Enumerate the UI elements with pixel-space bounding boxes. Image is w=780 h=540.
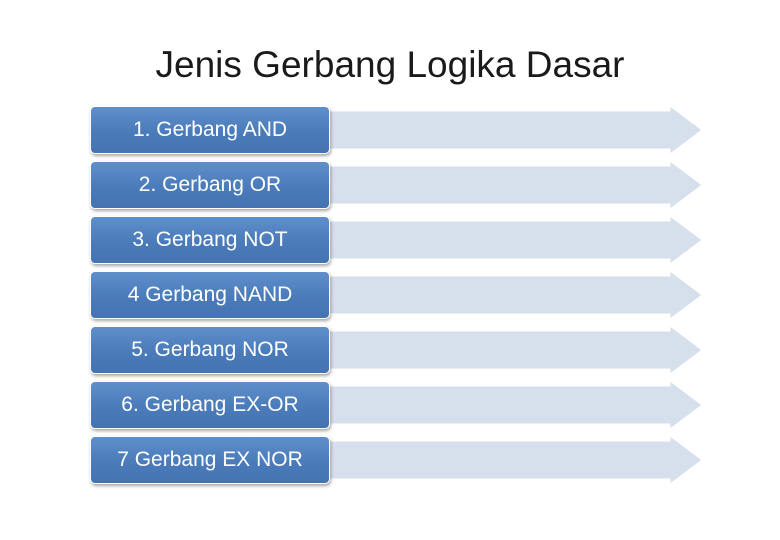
- gate-label-box: 6. Gerbang EX-OR: [90, 381, 330, 429]
- list-item: 5. Gerbang NOR: [90, 326, 702, 374]
- gate-label-box: 1. Gerbang AND: [90, 106, 330, 154]
- gate-list: 1. Gerbang AND 2. Gerbang OR 3. Gerbang …: [90, 106, 702, 491]
- list-item: 6. Gerbang EX-OR: [90, 381, 702, 429]
- arrow-shape: [330, 216, 702, 264]
- arrow-shape: [330, 381, 702, 429]
- list-item: 4 Gerbang NAND: [90, 271, 702, 319]
- gate-label-box: 5. Gerbang NOR: [90, 326, 330, 374]
- list-item: 1. Gerbang AND: [90, 106, 702, 154]
- arrow-shape: [330, 106, 702, 154]
- slide-title: Jenis Gerbang Logika Dasar: [155, 44, 625, 85]
- list-item: 2. Gerbang OR: [90, 161, 702, 209]
- arrow-shape: [330, 436, 702, 484]
- list-item: 3. Gerbang NOT: [90, 216, 702, 264]
- arrow-shape: [330, 326, 702, 374]
- arrow-shape: [330, 161, 702, 209]
- arrow-shape: [330, 271, 702, 319]
- list-item: 7 Gerbang EX NOR: [90, 436, 702, 484]
- gate-label-box: 7 Gerbang EX NOR: [90, 436, 330, 484]
- gate-label-box: 4 Gerbang NAND: [90, 271, 330, 319]
- gate-label-box: 3. Gerbang NOT: [90, 216, 330, 264]
- gate-label-box: 2. Gerbang OR: [90, 161, 330, 209]
